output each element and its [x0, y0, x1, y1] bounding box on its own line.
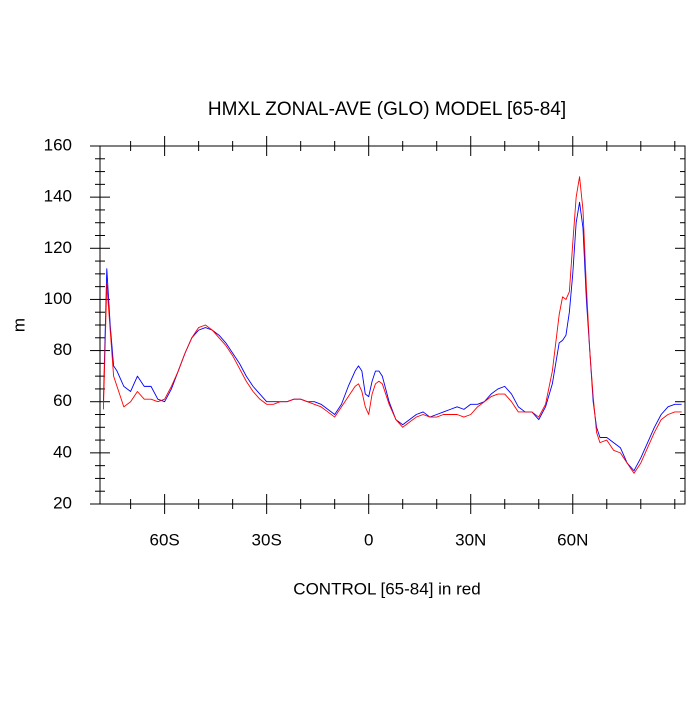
y-tick-label: 100 [44, 289, 72, 308]
y-tick-label: 140 [44, 187, 72, 206]
y-tick-label: 40 [53, 442, 72, 461]
chart-title: HMXL ZONAL-AVE (GLO) MODEL [65-84] [208, 99, 566, 120]
x-tick-label: 30N [455, 530, 486, 549]
x-tick-label: 60S [149, 530, 179, 549]
y-tick-label: 80 [53, 340, 72, 359]
y-tick-label: 120 [44, 238, 72, 257]
y-axis-label: m [9, 318, 28, 332]
y-tick-label: 60 [53, 391, 72, 410]
y-tick-label: 20 [53, 493, 72, 512]
x-tick-label: 0 [364, 530, 373, 549]
y-tick-label: 160 [44, 135, 72, 154]
x-axis-label: CONTROL [65-84] in red [293, 579, 480, 598]
x-tick-label: 30S [252, 530, 282, 549]
series-line [102, 176, 682, 474]
series-line [102, 201, 682, 472]
x-tick-label: 60N [557, 530, 588, 549]
